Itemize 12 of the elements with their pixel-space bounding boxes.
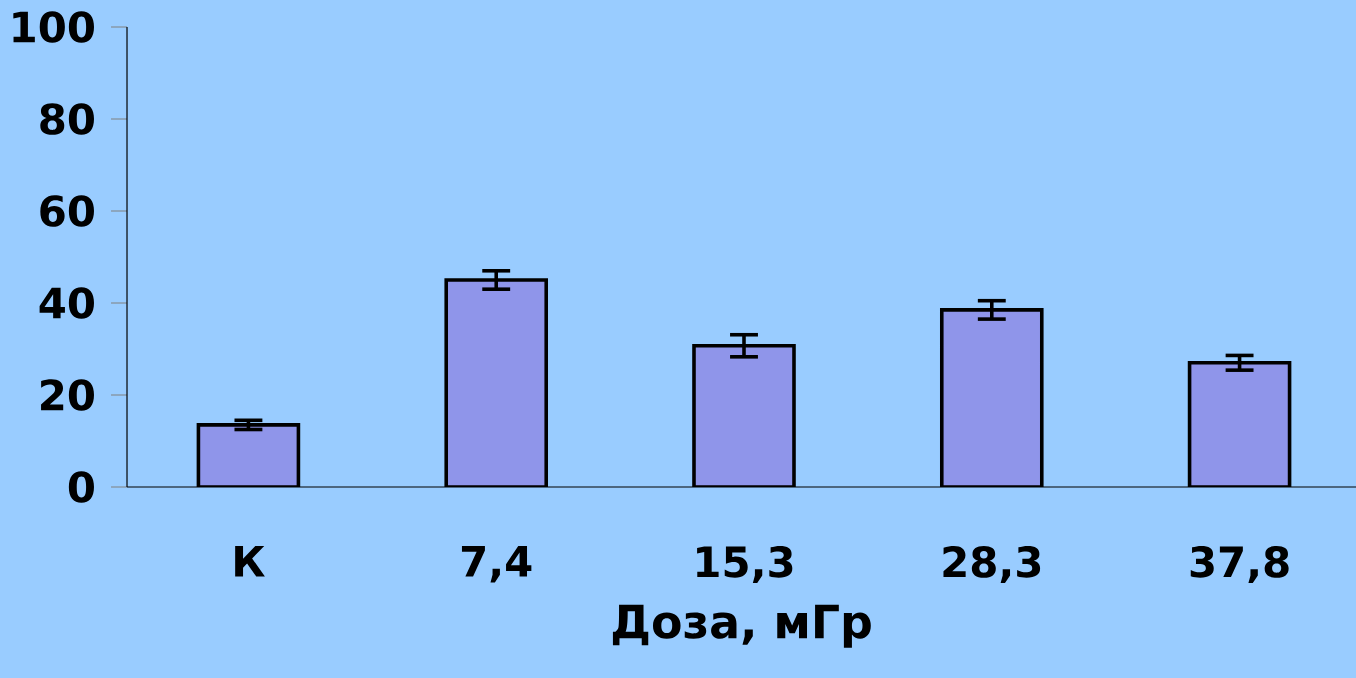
y-tick-label: 60 xyxy=(40,195,94,227)
x-tick-label: 37,8 xyxy=(1190,546,1289,584)
x-tick-label: 7,4 xyxy=(461,546,532,583)
y-tick-label: 20 xyxy=(41,379,94,411)
y-tick-label: 80 xyxy=(40,103,94,135)
x-tick-label: 28,3 xyxy=(943,546,1041,584)
y-tick-label: 40 xyxy=(39,287,94,319)
x-tick-label: 15,3 xyxy=(697,546,793,584)
y-tick-label: 100 xyxy=(13,11,94,43)
x-tick-label: К xyxy=(235,546,265,577)
y-tick-label: 0 xyxy=(68,471,94,503)
x-axis-title: Доза, мГр xyxy=(612,604,871,648)
